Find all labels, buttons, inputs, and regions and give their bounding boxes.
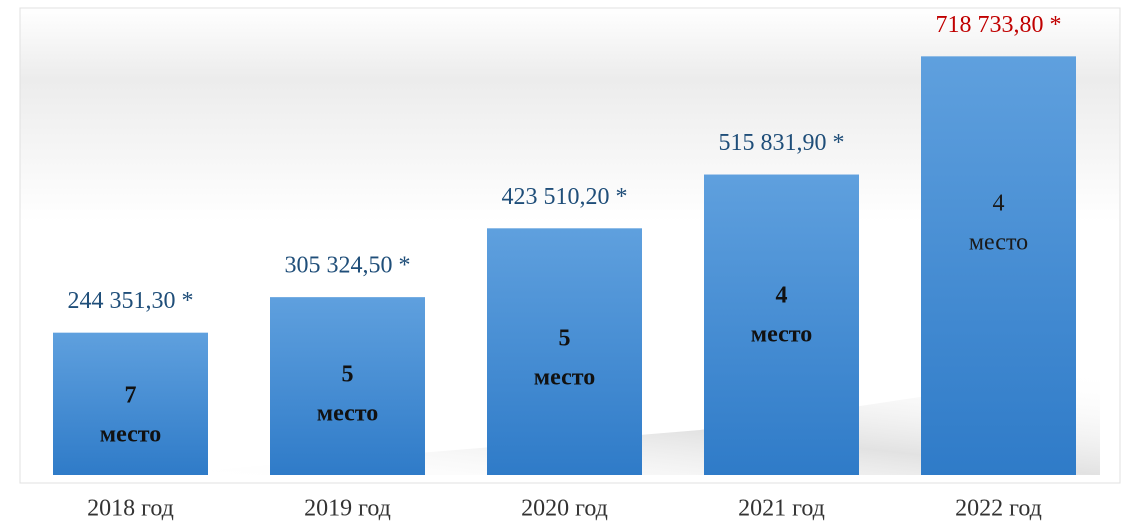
x-tick-label: 2022 год bbox=[955, 496, 1042, 522]
x-tick-label: 2020 год bbox=[521, 496, 608, 522]
rank-number: 5 bbox=[559, 326, 571, 352]
rank-number: 4 bbox=[776, 283, 788, 309]
value-label: 423 510,20 * bbox=[502, 184, 628, 210]
value-label: 244 351,30 * bbox=[68, 288, 194, 314]
x-tick-label: 2018 год bbox=[87, 496, 174, 522]
rank-number: 4 bbox=[993, 191, 1005, 217]
rank-number: 7 bbox=[125, 383, 137, 409]
bar bbox=[921, 56, 1076, 476]
x-tick-label: 2021 год bbox=[738, 496, 825, 522]
rank-word: место bbox=[969, 230, 1028, 256]
x-tick-label: 2019 год bbox=[304, 496, 391, 522]
rank-word: место bbox=[534, 365, 595, 391]
bar bbox=[53, 332, 208, 475]
rank-word: место bbox=[100, 422, 161, 448]
value-label: 718 733,80 * bbox=[936, 12, 1062, 38]
floor-shadow bbox=[150, 370, 1100, 475]
rank-word: место bbox=[317, 401, 378, 427]
bar bbox=[270, 297, 425, 475]
value-label: 305 324,50 * bbox=[285, 253, 411, 279]
rank-word: место bbox=[751, 322, 812, 348]
bar bbox=[704, 174, 859, 475]
rank-number: 5 bbox=[342, 362, 354, 388]
value-label: 515 831,90 * bbox=[719, 130, 845, 156]
bar bbox=[487, 228, 642, 475]
